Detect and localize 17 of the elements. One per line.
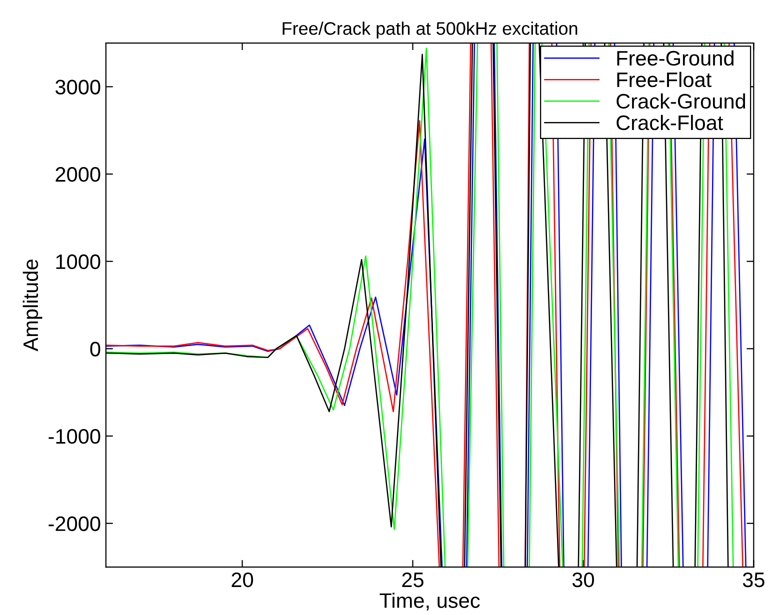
legend-label: Crack-Float [616, 114, 724, 130]
y-tick-label: 2000 [56, 167, 100, 182]
x-tick-label: 25 [402, 572, 424, 588]
x-tick-label: 20 [232, 572, 254, 588]
y-tick-label: -2000 [48, 516, 100, 532]
x-tick-label: 35 [742, 572, 764, 588]
y-tick-label: 0 [90, 342, 100, 356]
y-axis-title: Amplitude [22, 260, 42, 352]
y-tick-label: -1000 [48, 429, 100, 444]
legend-label: Free-Ground [617, 50, 734, 66]
legend-label: Crack-Ground [616, 93, 746, 109]
x-tick-label: 30 [572, 572, 594, 588]
chart-title: Free/Crack path at 500kHz excitation [282, 22, 578, 38]
y-tick-label: 3000 [55, 80, 100, 94]
y-tick-label: 1000 [56, 254, 100, 270]
legend-label: Free-Float [617, 72, 712, 88]
x-axis-title: Time, usec [380, 592, 480, 610]
